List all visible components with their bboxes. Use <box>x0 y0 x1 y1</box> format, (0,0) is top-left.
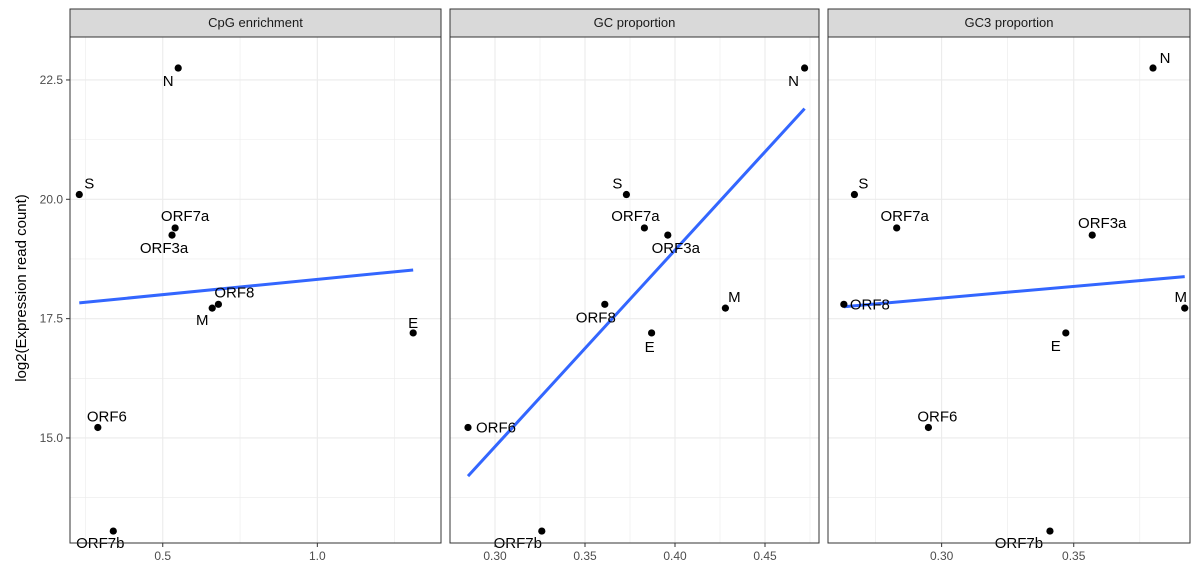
point-label-m: M <box>196 312 209 329</box>
point-label-orf7b: ORF7b <box>76 535 124 552</box>
x-tick-label: 1.0 <box>309 549 326 563</box>
point-label-n: N <box>163 73 174 90</box>
data-point-m <box>1181 304 1189 312</box>
data-point-orf7a <box>640 224 649 232</box>
point-label-orf3a: ORF3a <box>140 240 189 257</box>
point-label-s: S <box>858 176 868 193</box>
regression-line <box>843 275 1185 309</box>
x-tick-label: 0.30 <box>930 549 954 563</box>
data-point-e <box>409 329 417 337</box>
data-point-orf8 <box>840 300 848 308</box>
facet-title: GC3 proportion <box>965 15 1054 30</box>
point-label-n: N <box>788 73 799 90</box>
panel-background <box>70 37 441 543</box>
data-point-m <box>721 304 730 312</box>
y-tick-label: 20.0 <box>40 192 64 206</box>
facet-title: CpG enrichment <box>208 15 303 30</box>
data-point-orf7a <box>171 224 179 232</box>
regression-line <box>79 268 414 305</box>
facet-panel-1: N S ORF7a ORF3a ORF8 M E ORF6 ORF7b CpG enrichmen… <box>69 8 442 563</box>
data-point-m <box>208 304 216 312</box>
point-label-m: M <box>1174 289 1187 306</box>
point-label-orf6: ORF6 <box>476 419 516 436</box>
data-point-s <box>75 190 83 199</box>
facet-strip <box>69 8 442 38</box>
data-point-orf7a <box>893 224 901 232</box>
point-label-e: E <box>645 339 655 356</box>
panel-background <box>828 37 1190 543</box>
data-point-n <box>174 64 182 72</box>
panel-background <box>450 37 819 543</box>
x-tick-label: 0.40 <box>663 549 687 563</box>
data-point-orf3a <box>168 231 176 239</box>
x-tick-label: 0.30 <box>483 549 507 563</box>
data-point-orf8 <box>214 300 222 308</box>
point-label-m: M <box>728 289 741 306</box>
point-label-orf8: ORF8 <box>850 296 890 313</box>
point-label-orf8: ORF8 <box>214 284 254 301</box>
point-label-orf7a: ORF7a <box>611 208 660 225</box>
data-point-orf6 <box>924 423 933 432</box>
data-point-orf6 <box>464 423 472 432</box>
facet-panel-3: N S ORF7a ORF3a ORF8 M E ORF6 ORF7b GC3 proportio… <box>827 8 1191 563</box>
data-point-s <box>622 190 631 199</box>
data-point-orf3a <box>664 231 672 239</box>
point-label-orf7a: ORF7a <box>881 208 930 225</box>
y-axis: 15.0 17.5 20.0 22.5 <box>40 73 70 445</box>
facet-strip <box>449 8 820 38</box>
point-label-orf6: ORF6 <box>917 408 957 425</box>
data-point-orf7b <box>109 527 117 535</box>
data-point-e <box>1062 329 1070 337</box>
facet-panel-2: N S ORF7a ORF3a M ORF8 E ORF6 ORF7b GC proportion… <box>449 8 820 563</box>
regression-line <box>466 107 806 478</box>
y-tick-label: 17.5 <box>40 312 64 326</box>
data-point-orf7b <box>1046 527 1054 535</box>
point-label-s: S <box>612 176 622 193</box>
facet-panels: 15.0 17.5 20.0 22.5 N S ORF7a ORF3a ORF8 M E ORF6 OR… <box>40 8 1191 563</box>
point-label-orf3a: ORF3a <box>1078 215 1127 232</box>
data-point-e <box>648 329 656 337</box>
data-point-n <box>1149 64 1157 72</box>
facet-strip <box>827 8 1191 38</box>
data-point-s <box>850 190 859 199</box>
point-label-s: S <box>84 176 94 193</box>
y-axis-title: log2(Expression read count) <box>13 194 30 382</box>
point-label-orf7a: ORF7a <box>161 208 210 225</box>
x-tick-label: 0.35 <box>573 549 597 563</box>
data-point-orf6 <box>94 423 102 432</box>
y-tick-label: 15.0 <box>40 431 64 445</box>
point-label-n: N <box>1160 50 1171 67</box>
point-label-e: E <box>1051 338 1061 355</box>
data-point-orf7b <box>538 527 546 535</box>
point-label-orf6: ORF6 <box>87 408 127 425</box>
data-point-orf3a <box>1088 231 1096 239</box>
point-label-orf3a: ORF3a <box>652 240 701 257</box>
facet-title: GC proportion <box>594 15 676 30</box>
y-tick-label: 22.5 <box>40 73 64 87</box>
data-point-n <box>801 64 809 72</box>
x-tick-label: 0.45 <box>753 549 777 563</box>
point-label-orf8: ORF8 <box>576 309 616 326</box>
x-tick-label: 0.5 <box>154 549 171 563</box>
x-tick-label: 0.35 <box>1062 549 1086 563</box>
point-label-orf7b: ORF7b <box>995 535 1043 552</box>
point-label-e: E <box>408 315 418 332</box>
data-point-orf8 <box>601 300 609 308</box>
point-label-orf7b: ORF7b <box>494 535 542 552</box>
